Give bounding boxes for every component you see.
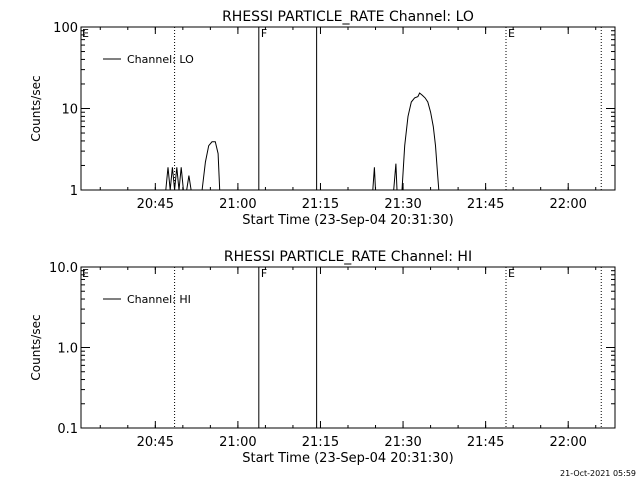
edge-event-label: E: [82, 267, 89, 280]
y-axis-label: Counts/sec: [29, 75, 43, 141]
x-tick-label: 21:15: [302, 435, 339, 450]
legend-label: Channel: HI: [127, 293, 191, 306]
x-axis-label: Start Time (23-Sep-04 20:31:30): [242, 213, 453, 228]
y-tick-label: 1: [70, 184, 78, 199]
x-tick-label: 21:00: [219, 435, 256, 450]
plot-frame: [80, 266, 616, 429]
plot-frame: [80, 26, 616, 191]
data-series-line: [81, 92, 615, 191]
y-tick-label: 10.0: [49, 261, 78, 276]
event-marker-label: F: [261, 27, 267, 40]
edge-event-label: E: [82, 27, 89, 40]
y-axis-label: Counts/sec: [29, 314, 43, 380]
event-marker-label: E: [508, 27, 515, 40]
x-tick-label: 21:30: [384, 197, 421, 212]
legend-label: Channel: LO: [127, 53, 194, 66]
y-tick-label: 10: [61, 103, 78, 118]
x-tick-label: 21:00: [219, 197, 256, 212]
x-tick-label: 21:45: [467, 435, 504, 450]
y-tick-label: 100: [53, 21, 78, 36]
y-tick-label: 0.1: [57, 422, 78, 437]
event-marker-label: E: [508, 267, 515, 280]
x-tick-label: 22:00: [549, 435, 586, 450]
footer-timestamp: 21-Oct-2021 05:59: [560, 469, 636, 478]
x-tick-label: 22:00: [549, 197, 586, 212]
x-tick-label: 20:45: [137, 197, 174, 212]
chart-panel-2: RHESSI PARTICLE_RATE Channel: HI Start Ti…: [29, 249, 616, 466]
x-tick-label: 21:30: [384, 435, 421, 450]
x-tick-label: 21:45: [467, 197, 504, 212]
x-tick-label: 20:45: [137, 435, 174, 450]
chart-title: RHESSI PARTICLE_RATE Channel: LO: [222, 9, 474, 25]
x-axis-label: Start Time (23-Sep-04 20:31:30): [242, 451, 453, 466]
y-tick-label: 1.0: [57, 342, 78, 357]
x-tick-label: 21:15: [302, 197, 339, 212]
event-marker-label: F: [261, 267, 267, 280]
chart-title: RHESSI PARTICLE_RATE Channel: HI: [224, 249, 472, 265]
chart-panel-1: RHESSI PARTICLE_RATE Channel: LO Start Ti…: [29, 9, 616, 228]
